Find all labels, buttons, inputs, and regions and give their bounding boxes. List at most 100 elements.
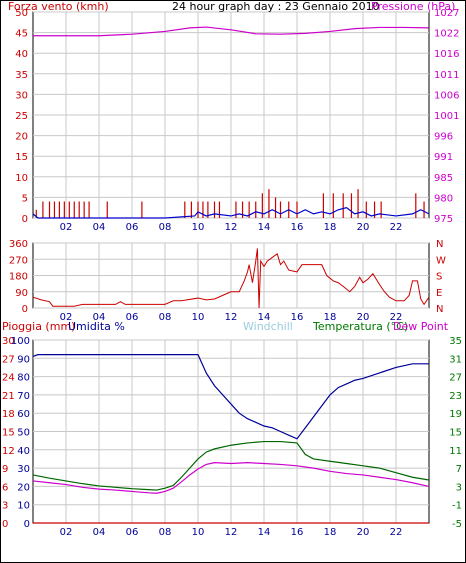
y-tick-label-humidity: 60 [17, 409, 30, 420]
y-tick-label-direction: 270 [9, 255, 28, 266]
x-tick-label: 22 [390, 527, 403, 538]
y-tick-label-wind: 25 [15, 111, 28, 122]
y-tick-label-compass: N [436, 304, 443, 315]
x-tick-label: 10 [192, 222, 205, 233]
y-tick-label-wind: 5 [22, 193, 28, 204]
x-tick-label: 08 [159, 312, 172, 323]
x-tick-label: 14 [258, 312, 271, 323]
temperature-label: Temperatura (°C) [312, 320, 408, 333]
y-tick-label-temperature: -1 [452, 501, 462, 512]
y-tick-label-wind: 10 [15, 173, 28, 184]
y-tick-label-rain: 0 [2, 519, 8, 530]
y-tick-label-rain: 15 [2, 428, 15, 439]
y-tick-label-pressure: 985 [434, 173, 453, 184]
x-tick-label: 14 [258, 527, 271, 538]
y-tick-label-wind: 30 [15, 90, 28, 101]
y-tick-label-rain: 30 [2, 336, 15, 347]
y-tick-label-rain: 9 [2, 464, 8, 475]
y-tick-label-direction: 0 [22, 304, 28, 315]
x-tick-label: 20 [357, 527, 370, 538]
y-tick-label-rain: 3 [2, 501, 8, 512]
y-tick-label-direction: 180 [9, 272, 28, 283]
y-tick-label-temperature: 19 [449, 409, 462, 420]
y-tick-label-humidity: 20 [17, 482, 30, 493]
y-tick-label-pressure: 1016 [434, 49, 459, 60]
y-tick-label-compass: E [436, 288, 442, 299]
x-tick-label: 22 [390, 222, 403, 233]
x-tick-label: 18 [324, 312, 337, 323]
x-tick-label: 02 [60, 527, 73, 538]
pressure-line [33, 26, 430, 37]
dewpoint-line [32, 462, 430, 494]
x-tick-label: 10 [192, 527, 205, 538]
y-tick-label-rain: 24 [2, 373, 15, 384]
y-tick-label-compass: S [436, 272, 442, 283]
x-tick-label: 12 [225, 527, 238, 538]
direction-line [32, 248, 430, 309]
y-tick-label-wind: 50 [15, 8, 28, 19]
x-tick-label: 10 [192, 312, 205, 323]
pressure-axis-label: Pressione (hPa) [371, 0, 455, 13]
y-tick-label-wind: 45 [15, 29, 28, 40]
y-tick-label-direction: 360 [9, 239, 28, 250]
y-tick-label-wind: 40 [15, 49, 28, 60]
x-tick-label: 08 [159, 222, 172, 233]
y-tick-label-wind: 35 [15, 70, 28, 81]
y-tick-label-rain: 12 [2, 446, 15, 457]
y-tick-label-pressure: 975 [434, 214, 453, 225]
y-tick-label-rain: 27 [2, 354, 15, 365]
y-tick-label-temperature: 27 [449, 373, 462, 384]
x-tick-label: 14 [258, 222, 271, 233]
series-lines [32, 26, 430, 524]
y-tick-label-humidity: 10 [17, 501, 30, 512]
y-tick-label-rain: 6 [2, 482, 8, 493]
temperature-line [32, 440, 430, 491]
windchill-label: Windchill [243, 320, 293, 333]
y-tick-label-direction: 90 [15, 288, 28, 299]
x-tick-label: 02 [60, 312, 73, 323]
chart-title: 24 hour graph day : 23 Gennaio 2010 [172, 0, 380, 13]
y-tick-label-wind: 20 [15, 132, 28, 143]
x-tick-label: 04 [93, 527, 106, 538]
x-tick-label: 06 [126, 312, 139, 323]
y-tick-label-pressure: 1027 [434, 8, 459, 19]
y-tick-label-pressure: 1006 [434, 90, 459, 101]
y-tick-label-temperature: 7 [456, 464, 462, 475]
y-tick-label-rain: 18 [2, 409, 15, 420]
y-tick-label-pressure: 996 [434, 132, 453, 143]
x-tick-label: 02 [60, 222, 73, 233]
x-tick-label: 06 [126, 527, 139, 538]
humidity-label: Umidita % [68, 320, 125, 333]
x-tick-label: 16 [291, 222, 304, 233]
x-tick-label: 04 [93, 222, 106, 233]
y-tick-label-humidity: 50 [17, 428, 30, 439]
x-tick-label: 18 [324, 222, 337, 233]
y-tick-label-temperature: 3 [456, 482, 462, 493]
y-tick-label-temperature: -5 [452, 519, 462, 530]
wind-axis-label: Forza vento (kmh) [8, 0, 109, 13]
wind-speed-line [32, 207, 430, 219]
x-tick-label: 08 [159, 527, 172, 538]
y-tick-label-humidity: 100 [11, 336, 30, 347]
y-tick-label-wind: 15 [15, 152, 28, 163]
y-tick-label-pressure: 1001 [434, 111, 459, 122]
x-tick-label: 12 [225, 222, 238, 233]
x-tick-label: 18 [324, 527, 337, 538]
y-tick-label-temperature: 31 [449, 354, 462, 365]
y-tick-label-temperature: 11 [449, 446, 462, 457]
y-tick-label-pressure: 1011 [434, 70, 459, 81]
x-tick-label: 20 [357, 312, 370, 323]
humidity-line [32, 354, 429, 440]
y-tick-label-wind: 0 [22, 214, 28, 225]
y-tick-label-pressure: 980 [434, 193, 453, 204]
y-tick-label-humidity: 30 [17, 464, 30, 475]
x-tick-label: 22 [390, 312, 403, 323]
x-tick-label: 20 [357, 222, 370, 233]
dewpoint-label: Dew Point [393, 320, 449, 333]
y-tick-label-temperature: 23 [449, 391, 462, 402]
y-tick-label-temperature: 35 [449, 336, 462, 347]
y-tick-label-humidity: 70 [17, 391, 30, 402]
y-tick-label-compass: W [436, 255, 446, 266]
y-tick-label-pressure: 1022 [434, 29, 459, 40]
y-tick-label-temperature: 15 [449, 428, 462, 439]
